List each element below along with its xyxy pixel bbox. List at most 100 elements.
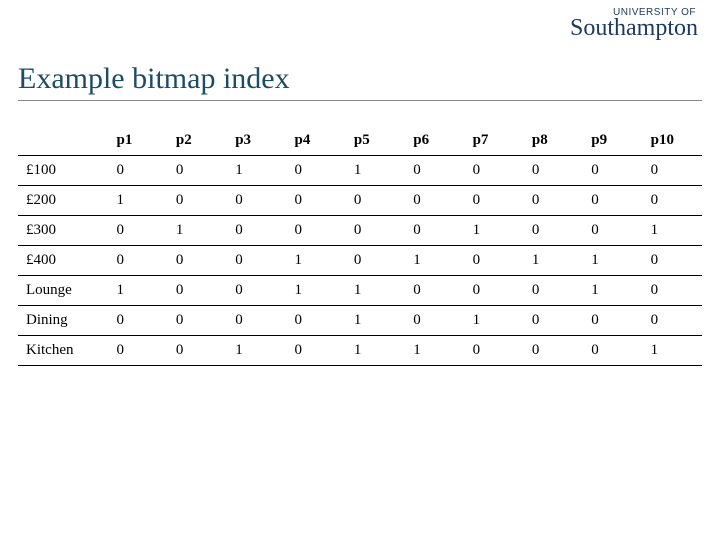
table-cell: 0 (168, 276, 227, 306)
table-cell: 0 (287, 336, 346, 366)
table-cell: 1 (405, 336, 464, 366)
table-cell: 0 (465, 186, 524, 216)
table-cell: 0 (524, 306, 583, 336)
table-cell: 0 (643, 306, 702, 336)
table-cell: 0 (287, 216, 346, 246)
row-label: £300 (18, 216, 109, 246)
table-cell: 0 (643, 156, 702, 186)
table-header-cell: p7 (465, 126, 524, 156)
table-cell: 0 (583, 216, 642, 246)
table-cell: 0 (168, 186, 227, 216)
table-cell: 0 (168, 246, 227, 276)
table-cell: 1 (287, 246, 346, 276)
table-cell: 0 (643, 186, 702, 216)
table-cell: 0 (405, 276, 464, 306)
table-cell: 1 (168, 216, 227, 246)
table-cell: 0 (405, 186, 464, 216)
table-header-row: p1 p2 p3 p4 p5 p6 p7 p8 p9 p10 (18, 126, 702, 156)
table-cell: 1 (227, 336, 286, 366)
table-header-cell: p9 (583, 126, 642, 156)
row-label: Dining (18, 306, 109, 336)
table-cell: 0 (583, 306, 642, 336)
table-cell: 0 (583, 336, 642, 366)
table-header-cell: p2 (168, 126, 227, 156)
table-header-cell: p5 (346, 126, 405, 156)
table-cell: 1 (227, 156, 286, 186)
table-cell: 0 (168, 156, 227, 186)
title-underline (18, 100, 702, 101)
table-cell: 0 (346, 216, 405, 246)
table-cell: 0 (227, 306, 286, 336)
table-cell: 0 (524, 156, 583, 186)
table-cell: 0 (405, 156, 464, 186)
table-cell: 0 (465, 336, 524, 366)
table-cell: 1 (287, 276, 346, 306)
table-header-cell (18, 126, 109, 156)
table-row: £200 1 0 0 0 0 0 0 0 0 0 (18, 186, 702, 216)
table-header-cell: p6 (405, 126, 464, 156)
bitmap-index-table: p1 p2 p3 p4 p5 p6 p7 p8 p9 p10 £100 0 0 … (18, 126, 702, 366)
table-cell: 1 (346, 156, 405, 186)
table-row: Dining 0 0 0 0 1 0 1 0 0 0 (18, 306, 702, 336)
row-label: £400 (18, 246, 109, 276)
table-cell: 1 (346, 276, 405, 306)
table-cell: 1 (643, 336, 702, 366)
table-cell: 0 (109, 156, 168, 186)
table-cell: 1 (583, 246, 642, 276)
table-header-cell: p8 (524, 126, 583, 156)
logo-big-text: Southampton (570, 16, 698, 40)
table-cell: 0 (583, 156, 642, 186)
table-cell: 0 (227, 246, 286, 276)
table-cell: 0 (168, 306, 227, 336)
table-cell: 0 (465, 156, 524, 186)
table-cell: 0 (227, 276, 286, 306)
row-label: Lounge (18, 276, 109, 306)
table-cell: 0 (524, 276, 583, 306)
table-cell: 0 (168, 336, 227, 366)
table-cell: 0 (287, 306, 346, 336)
table-cell: 0 (287, 186, 346, 216)
table-cell: 1 (109, 186, 168, 216)
table-cell: 1 (524, 246, 583, 276)
slide-title: Example bitmap index (18, 62, 290, 96)
table-header-cell: p1 (109, 126, 168, 156)
table-cell: 0 (346, 186, 405, 216)
table-cell: 1 (109, 276, 168, 306)
table-cell: 0 (465, 276, 524, 306)
table-cell: 0 (227, 186, 286, 216)
table-cell: 0 (109, 306, 168, 336)
table-cell: 0 (524, 216, 583, 246)
table-cell: 0 (465, 246, 524, 276)
table-cell: 1 (405, 246, 464, 276)
row-label: £100 (18, 156, 109, 186)
table-cell: 0 (643, 276, 702, 306)
table-row: Lounge 1 0 0 1 1 0 0 0 1 0 (18, 276, 702, 306)
table-cell: 0 (109, 336, 168, 366)
table-cell: 0 (524, 336, 583, 366)
table-cell: 0 (405, 216, 464, 246)
bitmap-index-table-wrap: p1 p2 p3 p4 p5 p6 p7 p8 p9 p10 £100 0 0 … (18, 126, 702, 366)
table-cell: 1 (465, 216, 524, 246)
table-header-cell: p3 (227, 126, 286, 156)
table-cell: 0 (405, 306, 464, 336)
table-row: £100 0 0 1 0 1 0 0 0 0 0 (18, 156, 702, 186)
table-header-cell: p4 (287, 126, 346, 156)
table-row: Kitchen 0 0 1 0 1 1 0 0 0 1 (18, 336, 702, 366)
table-cell: 0 (227, 216, 286, 246)
table-cell: 1 (465, 306, 524, 336)
table-cell: 0 (287, 156, 346, 186)
table-cell: 0 (524, 186, 583, 216)
table-cell: 1 (346, 336, 405, 366)
table-body: £100 0 0 1 0 1 0 0 0 0 0 £200 1 0 0 0 0 … (18, 156, 702, 366)
table-cell: 1 (643, 216, 702, 246)
table-cell: 1 (583, 276, 642, 306)
table-cell: 0 (346, 246, 405, 276)
table-cell: 0 (643, 246, 702, 276)
table-cell: 1 (346, 306, 405, 336)
table-cell: 0 (109, 216, 168, 246)
table-header-cell: p10 (643, 126, 702, 156)
table-row: £300 0 1 0 0 0 0 1 0 0 1 (18, 216, 702, 246)
table-row: £400 0 0 0 1 0 1 0 1 1 0 (18, 246, 702, 276)
table-cell: 0 (583, 186, 642, 216)
table-cell: 0 (109, 246, 168, 276)
